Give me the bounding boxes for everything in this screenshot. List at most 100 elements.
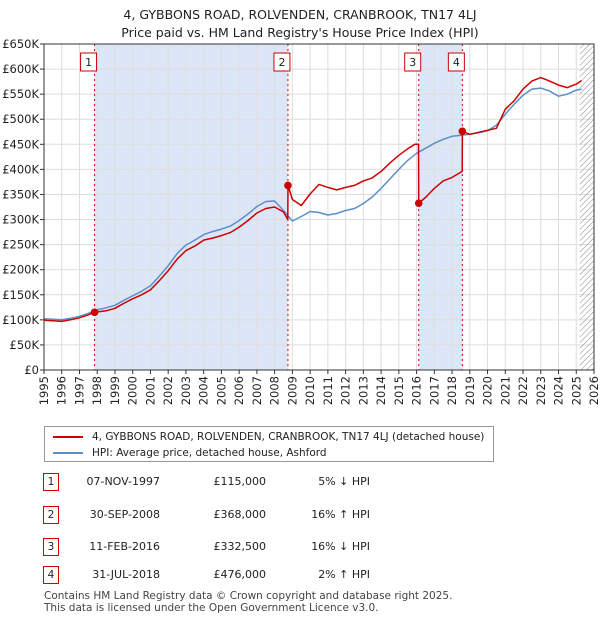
sale-hpi-diff: 5% ↓ HPI <box>318 475 370 488</box>
legend-item-property: 4, GYBBONS ROAD, ROLVENDEN, CRANBROOK, T… <box>53 429 484 445</box>
x-tick-label: 2014 <box>374 376 388 405</box>
copyright-footer: Contains HM Land Registry data © Crown c… <box>44 590 452 614</box>
legend-label-property: 4, GYBBONS ROAD, ROLVENDEN, CRANBROOK, T… <box>92 431 485 443</box>
sale-hpi-diff: 2% ↑ HPI <box>318 568 370 581</box>
y-tick-label: £650K <box>2 37 39 51</box>
y-tick-label: £400K <box>2 162 39 176</box>
y-tick-label: £550K <box>2 87 39 101</box>
x-tick-label: 2000 <box>126 376 140 405</box>
sale-number-box <box>447 52 465 72</box>
sales-table-row: 1 07-NOV-1997 £115,000 5% ↓ HPI <box>0 472 600 492</box>
x-tick-label: 1997 <box>72 376 86 405</box>
legend: 4, GYBBONS ROAD, ROLVENDEN, CRANBROOK, T… <box>44 426 494 462</box>
price-chart: 1 2 3 4 £0 £50K £100K £150K £200K £250K £300K £350… <box>2 37 600 405</box>
sale-number-label: 4 <box>453 56 460 69</box>
sale-price: £476,000 <box>213 568 267 581</box>
sale-point <box>90 308 99 317</box>
y-tick-label: £250K <box>2 238 39 252</box>
x-tick-label: 2009 <box>285 376 299 405</box>
y-tick-label: £50K <box>10 338 40 352</box>
x-tick-label: 1999 <box>108 376 122 405</box>
x-tick-label: 2017 <box>427 376 441 405</box>
sale-number-label: 2 <box>278 56 285 69</box>
title-subtitle: Price paid vs. HM Land Registry's House … <box>121 25 479 40</box>
sale-points <box>90 127 467 317</box>
title-address: 4, GYBBONS ROAD, ROLVENDEN, CRANBROOK, T… <box>123 7 477 22</box>
sale-number-box <box>80 52 98 72</box>
legend-item-hpi: HPI: Average price, detached house, Ashf… <box>53 445 327 461</box>
y-tick-label: £350K <box>2 187 39 201</box>
x-tick-label: 1998 <box>90 376 104 405</box>
sale-number-badge: 3 <box>43 538 59 556</box>
sale-point <box>458 127 467 136</box>
x-tick-label: 2021 <box>498 376 512 405</box>
sale-number-badge: 1 <box>43 473 59 491</box>
sale-date: 07-NOV-1997 <box>86 475 160 488</box>
x-tick-label: 2015 <box>392 376 406 405</box>
legend-swatch-hpi <box>53 452 83 454</box>
sale-number-badge: 4 <box>43 566 59 584</box>
x-axis-ticks: 1995 1996 1997 1998 1999 2000 2001 2002 2003 2004… <box>37 370 600 405</box>
sale-number-box <box>273 52 291 72</box>
x-tick-label: 2019 <box>463 376 477 405</box>
sale-period-shade <box>418 44 463 370</box>
x-tick-label: 2016 <box>410 376 424 405</box>
sale-number-badge: 2 <box>43 506 59 524</box>
sale-date: 30-SEP-2008 <box>89 508 160 521</box>
y-axis-ticks: £0 £50K £100K £150K £200K £250K £300K £350K £400… <box>2 37 44 377</box>
x-tick-label: 2007 <box>250 376 264 405</box>
sale-period-shade <box>94 44 288 370</box>
x-tick-label: 2008 <box>268 376 282 405</box>
sale-point <box>414 199 423 208</box>
gridlines <box>43 43 595 371</box>
x-tick-label: 2023 <box>534 376 548 405</box>
sale-number-boxes: 1 2 3 4 <box>80 52 465 72</box>
sale-price: £115,000 <box>213 475 267 488</box>
footer-licence: This data is licensed under the Open Gov… <box>44 602 379 614</box>
x-tick-label: 2003 <box>179 376 193 405</box>
y-tick-label: £0 <box>24 363 39 377</box>
y-tick-label: £200K <box>2 263 39 277</box>
sale-point <box>284 181 292 190</box>
y-tick-label: £300K <box>2 213 39 227</box>
x-tick-label: 2018 <box>445 376 459 405</box>
x-tick-label: 2011 <box>321 376 335 405</box>
x-tick-label: 2004 <box>197 376 211 405</box>
x-tick-label: 2026 <box>587 376 600 405</box>
sale-hpi-diff: 16% ↑ HPI <box>311 508 370 521</box>
sale-number-label: 1 <box>85 56 92 69</box>
x-tick-label: 2025 <box>569 376 583 405</box>
sale-number-label: 3 <box>409 56 416 69</box>
legend-swatch-property <box>53 436 83 438</box>
x-tick-label: 2013 <box>356 376 370 405</box>
x-tick-label: 2005 <box>214 376 228 405</box>
x-tick-label: 2024 <box>552 376 566 405</box>
sales-table-row: 4 31-JUL-2018 £476,000 2% ↑ HPI <box>0 565 600 585</box>
x-tick-label: 2022 <box>516 376 530 405</box>
x-tick-label: 2001 <box>143 376 157 405</box>
x-tick-label: 2020 <box>481 376 495 405</box>
y-tick-label: £450K <box>2 137 39 151</box>
sale-hpi-diff: 16% ↓ HPI <box>311 540 370 553</box>
sale-price: £368,000 <box>213 508 267 521</box>
x-tick-label: 2006 <box>232 376 246 405</box>
x-tick-label: 2010 <box>303 376 317 405</box>
sale-price: £332,500 <box>213 540 267 553</box>
y-tick-label: £100K <box>2 313 39 327</box>
sales-table-row: 2 30-SEP-2008 £368,000 16% ↑ HPI <box>0 505 600 525</box>
x-tick-label: 1995 <box>37 376 51 405</box>
y-tick-label: £150K <box>2 288 39 302</box>
sales-table-row: 3 11-FEB-2016 £332,500 16% ↓ HPI <box>0 537 600 557</box>
y-tick-label: £500K <box>2 112 39 126</box>
y-tick-label: £600K <box>2 62 39 76</box>
sale-date: 11-FEB-2016 <box>89 540 160 553</box>
legend-label-hpi: HPI: Average price, detached house, Ashf… <box>92 447 327 459</box>
x-tick-label: 2012 <box>339 376 353 405</box>
plot-frame <box>43 43 595 371</box>
series-lines <box>43 76 583 323</box>
hpi-line <box>43 87 582 321</box>
sale-date: 31-JUL-2018 <box>92 568 160 581</box>
property-price-line <box>43 76 583 323</box>
footer-copyright: Contains HM Land Registry data © Crown c… <box>44 590 453 602</box>
x-tick-label: 2002 <box>161 376 175 405</box>
